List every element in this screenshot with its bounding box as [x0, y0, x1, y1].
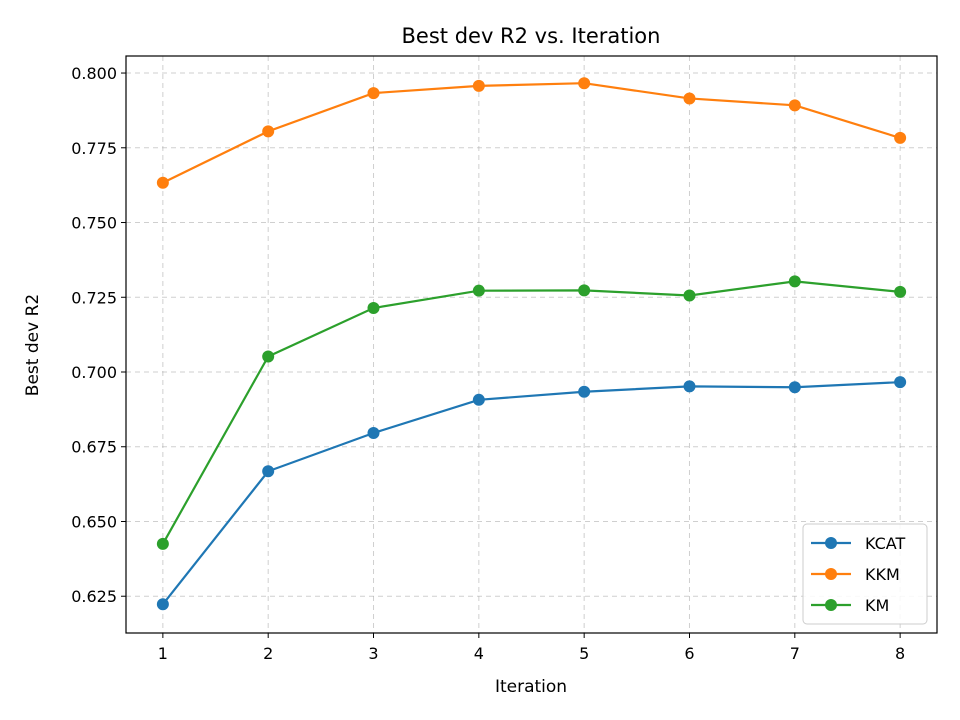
data-point-kcat — [788, 381, 801, 394]
data-point-km — [262, 350, 275, 363]
data-point-km — [683, 289, 696, 302]
plot-frame — [125, 55, 938, 634]
legend-label-km: KM — [865, 596, 889, 615]
series-line-kkm — [162, 82, 901, 184]
y-tick-label: 0.675 — [71, 438, 117, 457]
data-point-km — [578, 284, 591, 297]
x-tick-label: 1 — [158, 644, 168, 663]
data-point-kcat — [894, 376, 907, 389]
y-tick-label: 0.750 — [71, 214, 117, 233]
y-tick-label: 0.625 — [71, 587, 117, 606]
y-tick-label: 0.650 — [71, 512, 117, 531]
legend-label-kcat: KCAT — [865, 534, 905, 553]
legend-marker-kkm — [825, 568, 837, 580]
data-point-kcat — [683, 380, 696, 393]
data-point-kcat — [472, 393, 485, 406]
data-point-kkm — [472, 79, 485, 92]
data-point-kkm — [788, 99, 801, 112]
legend-marker-kcat — [825, 537, 837, 549]
y-tick-label: 0.775 — [71, 139, 117, 158]
x-tick-label: 4 — [474, 644, 484, 663]
data-point-kkm — [367, 87, 380, 100]
x-tick-label: 8 — [895, 644, 905, 663]
data-point-kcat — [262, 465, 275, 478]
data-point-kkm — [683, 92, 696, 105]
y-tick-label: 0.700 — [71, 363, 117, 382]
data-point-kkm — [894, 131, 907, 144]
x-axis: 1 2 3 4 5 6 7 8 — [158, 633, 905, 663]
y-tick-label: 0.800 — [71, 64, 117, 83]
legend: KCAT KKM KM — [802, 523, 928, 625]
y-axis: 0.625 0.650 0.675 0.700 0.725 0.750 0.775 0.800 — [71, 64, 126, 606]
chart-title: Best dev R2 vs. Iteration — [402, 24, 661, 48]
series-layer — [156, 77, 907, 611]
x-tick-label: 7 — [790, 644, 800, 663]
data-point-km — [788, 275, 801, 288]
data-point-km — [472, 284, 485, 297]
data-point-km — [894, 285, 907, 298]
data-point-km — [367, 302, 380, 315]
legend-label-kkm: KKM — [865, 565, 900, 584]
legend-box — [802, 523, 928, 625]
data-point-kkm — [578, 77, 591, 90]
data-point-kcat — [156, 598, 169, 611]
legend-marker-km — [825, 599, 837, 611]
x-tick-label: 2 — [263, 644, 273, 663]
x-tick-label: 5 — [579, 644, 589, 663]
x-tick-label: 3 — [368, 644, 378, 663]
x-axis-label: Iteration — [495, 677, 567, 697]
data-point-kcat — [367, 426, 380, 439]
data-point-km — [156, 537, 169, 550]
data-point-kcat — [578, 385, 591, 398]
grid — [126, 56, 937, 633]
y-axis-label: Best dev R2 — [23, 294, 43, 396]
series-line-km — [161, 280, 901, 545]
data-point-kkm — [262, 125, 275, 138]
x-tick-label: 6 — [684, 644, 694, 663]
y-tick-label: 0.725 — [71, 288, 117, 307]
series-line-kcat — [162, 381, 901, 605]
data-point-kkm — [156, 176, 169, 189]
